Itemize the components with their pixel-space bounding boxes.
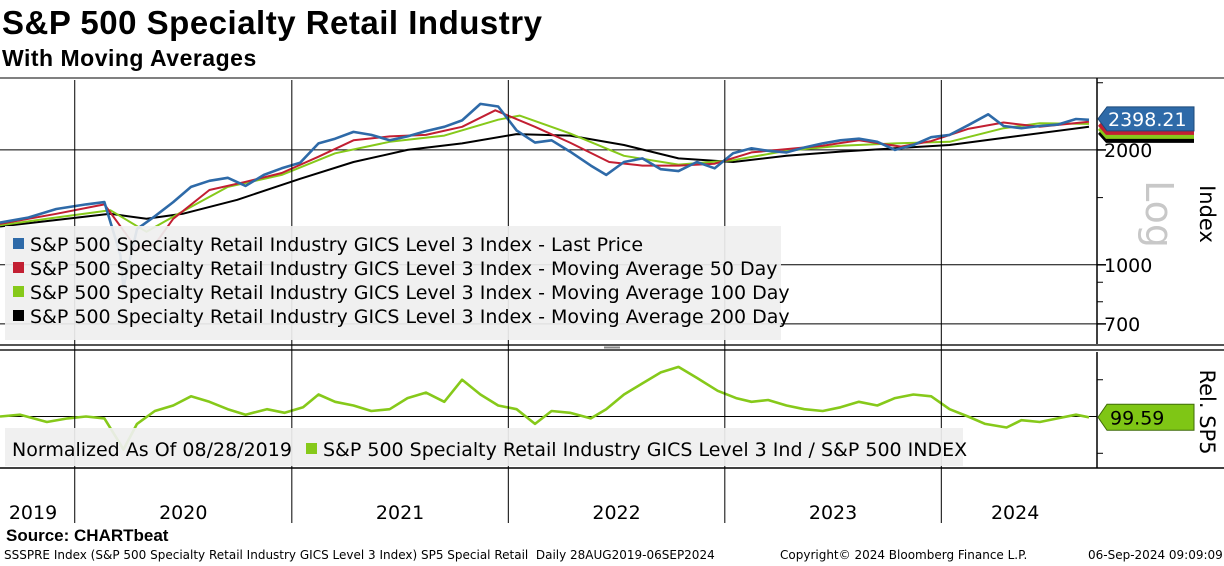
legend-entry-0: S&P 500 Specialty Retail Industry GICS L… xyxy=(30,234,643,256)
x-tick-label-2023: 2023 xyxy=(809,502,857,524)
tag-relative xyxy=(1097,403,1195,431)
legend-entry-relative: S&P 500 Specialty Retail Industry GICS L… xyxy=(323,439,967,461)
source-note: Source: CHARTbeat xyxy=(6,526,169,545)
bottom-legend-background xyxy=(5,428,963,466)
bottom-panel-series xyxy=(0,365,1090,451)
legend-entry-2: S&P 500 Specialty Retail Industry GICS L… xyxy=(30,282,790,304)
series-line-ma100 xyxy=(0,114,1090,233)
chart-title: S&P 500 Specialty Retail Industry xyxy=(2,4,543,41)
footer-description: SSSPRE Index (S&P 500 Specialty Retail I… xyxy=(4,548,715,562)
legend-entry-3: S&P 500 Specialty Retail Industry GICS L… xyxy=(30,306,790,328)
series-line-ma50 xyxy=(0,109,1090,250)
top-panel-ticks: 700 1000 2000 xyxy=(1097,82,1152,336)
log-scale-label: Log xyxy=(1137,180,1181,248)
chart-subtitle: With Moving Averages xyxy=(2,45,257,71)
footer-copyright: Copyright© 2024 Bloomberg Finance L.P. xyxy=(780,548,1028,562)
top-axis-title: Index xyxy=(1195,185,1219,243)
series-line-last-price xyxy=(0,102,1090,290)
x-axis-labels: 2019 2020 2021 2022 2023 2024 xyxy=(9,502,1040,524)
tag-relative-text: 99.59 xyxy=(1110,407,1164,429)
bottom-legend: Normalized As Of 08/28/2019 S&P 500 Speci… xyxy=(5,428,967,466)
bottom-panel-grid xyxy=(0,379,1103,454)
legend-swatch-2 xyxy=(13,286,24,297)
series-line-relative xyxy=(0,365,1090,451)
legend-swatch-0 xyxy=(13,238,24,249)
top-legend-background xyxy=(5,226,781,340)
y-tick-label-2000: 2000 xyxy=(1104,140,1152,162)
x-tick-label-2020: 2020 xyxy=(159,502,207,524)
legend-swatch-1 xyxy=(13,262,24,273)
bottom-last-value-tags: 99.59 xyxy=(1097,403,1195,431)
legend-entry-1: S&P 500 Specialty Retail Industry GICS L… xyxy=(30,258,778,280)
x-tick-label-2019: 2019 xyxy=(9,502,57,524)
normalized-label: Normalized As Of 08/28/2019 xyxy=(12,439,292,461)
tag-last-price-text: 2398.21 xyxy=(1108,109,1187,131)
series-line-ma200 xyxy=(0,125,1090,228)
tag-last-price xyxy=(1097,106,1195,132)
top-panel-series xyxy=(0,102,1090,290)
y-tick-label-1000: 1000 xyxy=(1104,255,1152,277)
legend-swatch-3 xyxy=(13,310,24,321)
legend-swatch-relative xyxy=(306,443,317,454)
top-legend: S&P 500 Specialty Retail Industry GICS L… xyxy=(5,226,790,340)
x-tick-label-2022: 2022 xyxy=(592,502,640,524)
top-last-value-tags: 2398.21 xyxy=(1097,106,1195,143)
x-tick-label-2024: 2024 xyxy=(991,502,1039,524)
footer-timestamp: 06-Sep-2024 09:09:09 xyxy=(1088,548,1223,562)
y-tick-label-700: 700 xyxy=(1104,314,1140,336)
bottom-axis-title: Rel. SP5 xyxy=(1195,369,1219,454)
x-tick-label-2021: 2021 xyxy=(376,502,424,524)
